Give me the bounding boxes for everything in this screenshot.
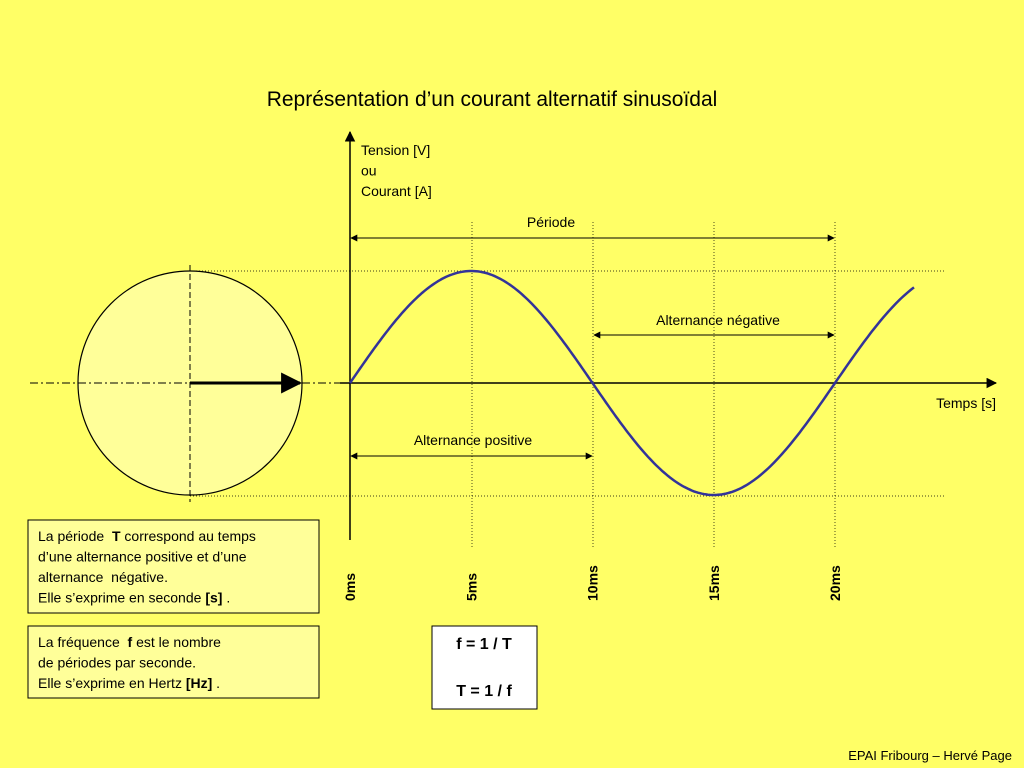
text-segment: [Hz] <box>186 675 212 691</box>
text-segment: d’une alternance positive et d’une <box>38 549 247 565</box>
negative-label: Alternance négative <box>656 312 780 328</box>
y-axis-label-line: Courant [A] <box>361 183 432 199</box>
text-segment: Elle s’exprime en Hertz <box>38 675 186 691</box>
text-segment: Elle s’exprime en seconde <box>38 590 205 606</box>
positive-label: Alternance positive <box>414 432 533 448</box>
text-segment: T <box>112 528 121 544</box>
tick-label: 0ms <box>342 573 358 601</box>
y-axis-label-line: ou <box>361 163 377 179</box>
text-segment: . <box>212 675 220 691</box>
text-segment: [s] <box>205 590 222 606</box>
period-text: La période T correspond au temps d’une al… <box>38 528 256 606</box>
x-axis-label: Temps [s] <box>936 395 996 411</box>
tick-label: 10ms <box>585 565 601 601</box>
y-axis-label-line: Tension [V] <box>361 142 430 158</box>
frequency-box <box>27 625 320 699</box>
tick-label: 5ms <box>463 573 479 601</box>
text-segment: La période <box>38 528 112 544</box>
title: Représentation d’un courant alternatif s… <box>267 88 718 111</box>
formula-box <box>431 625 538 710</box>
text-segment: alternance négative. <box>38 569 168 585</box>
period-box <box>27 519 320 614</box>
tick-label: 15ms <box>706 565 722 601</box>
text-segment: f <box>128 634 133 650</box>
footer: EPAI Fribourg – Hervé Page <box>848 748 1012 763</box>
formula: T = 1 / f <box>456 683 512 700</box>
formula: f = 1 / T <box>456 636 512 653</box>
text-segment: La fréquence <box>38 634 128 650</box>
y-axis-label: Tension [V] ou Courant [A] <box>361 142 432 199</box>
tick-label: 20ms <box>827 565 843 601</box>
period-label: Période <box>527 214 575 230</box>
text-segment: correspond au temps <box>121 528 256 544</box>
sine-wave <box>348 269 915 497</box>
text-segment: est le nombre <box>132 634 221 650</box>
text-segment: . <box>222 590 230 606</box>
tick-labels: 0ms 5ms 10ms 15ms 20ms <box>342 565 843 601</box>
text-segment: de périodes par seconde. <box>38 655 196 671</box>
frequency-text: La fréquence f est le nombre de périodes … <box>38 634 221 691</box>
